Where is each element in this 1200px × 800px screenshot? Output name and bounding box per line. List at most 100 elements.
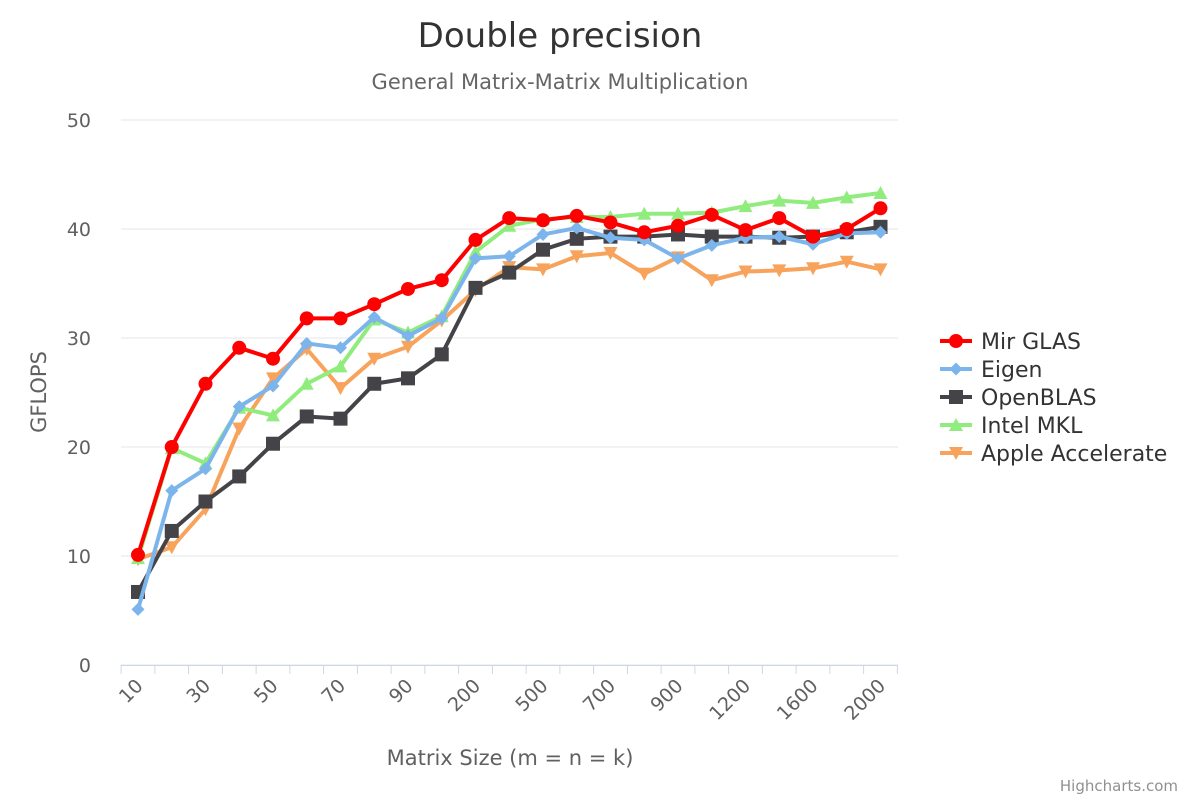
legend-item-intel-mkl[interactable]: Intel MKL [940, 414, 1083, 439]
apple-accelerate-point [637, 267, 652, 281]
legend-item-openblas[interactable]: OpenBLAS [940, 386, 1097, 411]
apple-accelerate-point [772, 264, 787, 278]
legend-symbol [949, 334, 963, 348]
x-tick-label: 500 [511, 675, 552, 716]
x-tick-label: 90 [385, 675, 418, 708]
eigen-line [136, 225, 883, 612]
legend-label: OpenBLAS [981, 386, 1097, 411]
eigen-point [232, 400, 246, 414]
mir-glas-point [367, 297, 382, 312]
y-tick-label: 50 [67, 110, 91, 132]
x-axis-title: Matrix Size (m = n = k) [387, 746, 634, 770]
openblas-point [232, 469, 247, 484]
apple-accelerate-point [232, 422, 247, 436]
apple-accelerate-point [806, 262, 820, 276]
x-tick-label: 70 [317, 675, 350, 708]
mir-glas-point [839, 222, 854, 236]
openblas-point [468, 280, 483, 295]
mir-glas-point [738, 223, 753, 238]
mir-glas-point [569, 208, 584, 223]
eigen-point [300, 336, 314, 350]
legend-label: Eigen [981, 358, 1042, 383]
legend-item-eigen[interactable]: Eigen [940, 358, 1042, 383]
legend[interactable]: Mir GLAS Eigen OpenBLAS Intel MKL Apple Acce… [940, 330, 1167, 467]
mir-glas-point [232, 340, 247, 355]
intel-mkl-point [502, 218, 517, 232]
mir-glas-point [333, 311, 348, 326]
mir-glas-point [603, 215, 618, 230]
apple-accelerate-point [873, 263, 888, 277]
eigen-point [502, 249, 516, 263]
credit-link[interactable]: Highcharts.com [1060, 777, 1178, 795]
intel-mkl-point [738, 199, 753, 213]
openblas-point [569, 231, 584, 246]
intel-mkl-point [839, 190, 854, 204]
apple-accelerate-point [839, 255, 854, 269]
eigen-point [165, 484, 179, 498]
legend-symbol [949, 447, 963, 460]
legend-item-mir-glas[interactable]: Mir GLAS [940, 330, 1081, 355]
openblas-point [704, 229, 719, 244]
openblas-point [198, 494, 213, 509]
mir-glas-point [873, 201, 888, 216]
legend-symbol [949, 362, 963, 376]
mir-glas-point [198, 376, 213, 391]
intel-mkl-point [333, 359, 348, 373]
openblas-point [536, 242, 550, 257]
apple-accelerate-point [738, 265, 753, 279]
x-tick-label: 200 [444, 675, 485, 716]
legend-label: Apple Accelerate [981, 442, 1167, 467]
legend-symbol [949, 418, 963, 431]
openblas-point [502, 265, 517, 280]
eigen-point [435, 311, 449, 325]
mir-glas-point [266, 351, 280, 366]
apple-accelerate-point [367, 352, 382, 366]
mir-glas-point [131, 547, 145, 562]
x-tick-label: 700 [579, 675, 620, 716]
eigen-point [199, 462, 212, 476]
y-tick-label: 10 [67, 546, 91, 568]
x-tick-label: 50 [250, 675, 283, 708]
eigen-point [570, 221, 584, 235]
openblas-point [333, 411, 348, 426]
intel-mkl-point [266, 408, 280, 422]
eigen-point [671, 251, 685, 265]
apple-accelerate-point [164, 541, 179, 555]
intel-mkl-point [772, 193, 787, 207]
x-axis: 10 30 50 70 90 200 500 700 900 1200 1600 2000 [115, 665, 898, 725]
x-tick-label: 10 [115, 675, 148, 708]
x-tick-label: 1600 [773, 675, 823, 725]
legend-item-apple-accelerate[interactable]: Apple Accelerate [940, 442, 1167, 467]
chart-subtitle: General Matrix-Matrix Multiplication [372, 70, 749, 94]
x-tick-label: 30 [182, 675, 215, 708]
eigen-point [772, 230, 786, 244]
legend-symbol [949, 390, 963, 404]
mir-glas-point [502, 211, 517, 226]
x-tick-label: 900 [646, 675, 687, 716]
openblas-point [266, 436, 280, 451]
openblas-point [299, 409, 314, 424]
intel-mkl-point [468, 244, 483, 258]
openblas-point [401, 371, 415, 386]
intel-mkl-point [873, 186, 888, 200]
y-axis-title: GFLOPS [27, 351, 51, 433]
mir-glas-point [434, 273, 449, 288]
y-tick-label: 20 [67, 437, 91, 459]
apple-accelerate-point [704, 274, 719, 288]
legend-label: Intel MKL [981, 414, 1083, 439]
apple-accelerate-point [266, 372, 280, 386]
apple-accelerate-point [536, 263, 550, 277]
openblas-point [434, 347, 449, 362]
mir-glas-point [704, 207, 719, 222]
apple-accelerate-point [401, 340, 415, 354]
eigen-point [401, 329, 415, 343]
chart-title: Double precision [418, 16, 703, 56]
series-mir-glas [131, 201, 888, 562]
apple-accelerate-point [603, 246, 618, 260]
y-tick-label: 0 [79, 655, 91, 677]
mir-glas-point [772, 211, 787, 226]
mir-glas-point [401, 281, 415, 296]
legend-label: Mir GLAS [981, 330, 1081, 355]
mir-glas-point [671, 218, 685, 233]
